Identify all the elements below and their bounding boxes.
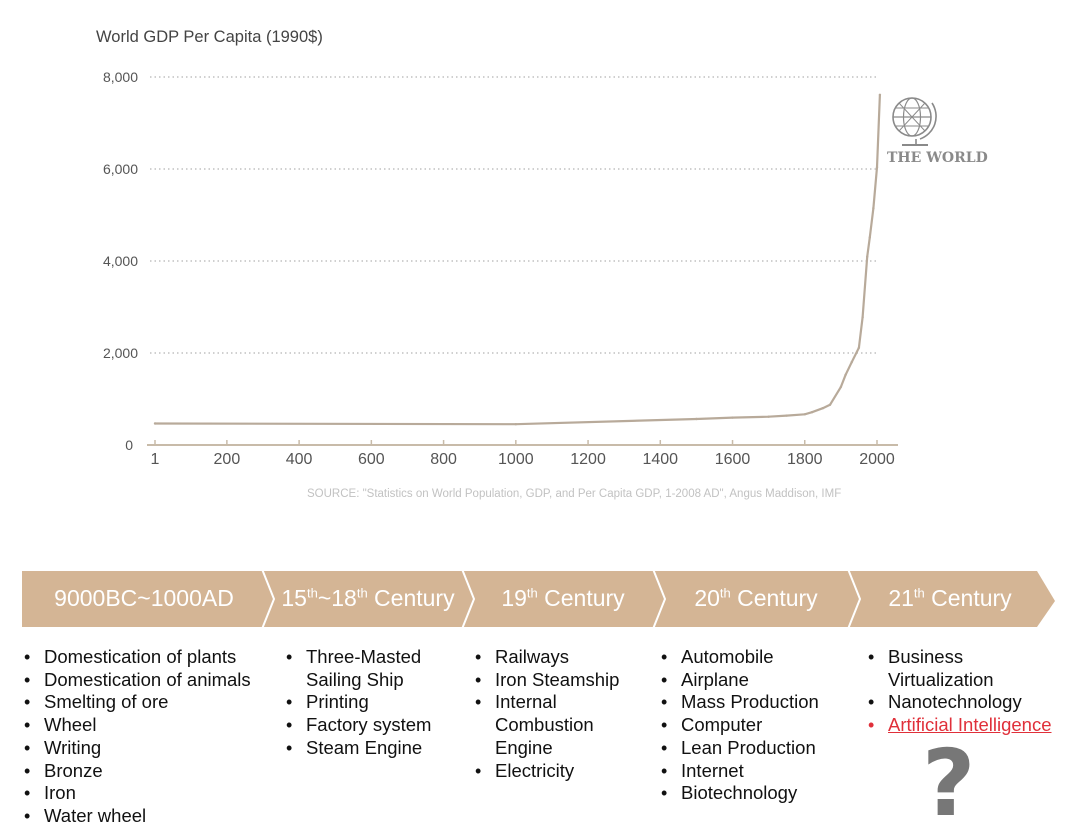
list-item: Domestication of plants: [22, 646, 251, 669]
list-item: Steam Engine: [284, 737, 431, 760]
data-point: [850, 361, 853, 364]
data-point: [153, 422, 157, 425]
list-item: Airplane: [659, 669, 819, 692]
data-point: [872, 206, 875, 210]
the-world-label: THE WORLD: [887, 150, 988, 166]
list-item: Writing: [22, 737, 251, 760]
data-point: [844, 373, 847, 376]
data-point: [861, 316, 864, 319]
era-ancient: 9000BC~1000AD: [54, 585, 234, 611]
x-tick-label: 800: [430, 451, 457, 468]
x-tick-label: 1400: [642, 451, 678, 468]
list-item: Electricity: [473, 760, 619, 783]
era-separator-chevron: [652, 568, 667, 630]
list-item: Wheel: [22, 714, 251, 737]
data-point: [839, 385, 843, 389]
source-note: SOURCE: "Statistics on World Population,…: [307, 488, 841, 500]
list-item: Mass Production: [659, 691, 819, 714]
list-item: Internet: [659, 760, 819, 783]
x-tick-label: 1200: [570, 451, 606, 468]
data-point: [803, 413, 806, 416]
x-axis: 1 200 400 600 800 1000 1200 1400 1600 1800 2000: [147, 440, 898, 468]
y-tick-label: 4,000: [103, 253, 138, 269]
artificial-intelligence-item[interactable]: Artificial Intelligence: [866, 714, 1052, 737]
list-item: Computer: [659, 714, 819, 737]
list-item: Lean Production: [659, 737, 819, 760]
era-20th-century: 20th Century: [694, 585, 818, 611]
x-tick-label: 1000: [498, 451, 534, 468]
x-tick-label: 1600: [715, 451, 751, 468]
era-separator-chevron: [261, 568, 276, 630]
chart-title: World GDP Per Capita (1990$): [96, 28, 323, 46]
x-tick-label: 600: [358, 451, 385, 468]
x-tick-label: 2000: [859, 451, 895, 468]
list-item: Biotechnology: [659, 782, 819, 805]
x-tick-label: 1800: [787, 451, 823, 468]
era-15-18-century: 15th~18th Century: [281, 585, 455, 611]
list-item: Smelting of ore: [22, 691, 251, 714]
timeline-arrow-band: [22, 568, 1055, 630]
list-item: Printing: [284, 691, 431, 714]
data-point: [810, 411, 814, 414]
era-separator-chevron: [461, 568, 476, 630]
data-point: [828, 403, 832, 406]
list-item: Nanotechnology: [866, 691, 1052, 714]
y-tick-label: 2,000: [103, 345, 138, 361]
y-tick-label: 6,000: [103, 161, 138, 177]
data-point: [857, 346, 861, 349]
list-item: Bronze: [22, 760, 251, 783]
19th-century-inventions-list: Railways Iron Steamship InternalCombusti…: [473, 646, 619, 782]
y-axis-grid: 0 2,000 4,000 6,000 8,000: [103, 69, 877, 453]
era-headers: 9000BC~1000AD 15th~18th Century 19th Cen…: [0, 565, 1080, 631]
globe-icon: [892, 97, 937, 146]
gdp-series-line: [154, 94, 881, 426]
question-mark-icon: ?: [922, 730, 976, 837]
data-point: [821, 407, 824, 410]
list-item: Iron Steamship: [473, 669, 619, 692]
data-point: [875, 166, 879, 169]
data-point: [878, 93, 882, 97]
ancient-inventions-list: Domestication of plants Domestication of…: [22, 646, 251, 828]
list-item: Factory system: [284, 714, 431, 737]
x-tick-label: 200: [214, 451, 241, 468]
x-tick-label: 1: [151, 451, 160, 468]
x-tick-label: 400: [286, 451, 313, 468]
data-point: [731, 416, 734, 419]
20th-century-inventions-list: Automobile Airplane Mass Production Comp…: [659, 646, 819, 805]
data-point: [695, 417, 698, 421]
y-tick-label: 0: [125, 437, 133, 453]
list-item: Water wheel: [22, 805, 251, 828]
list-item: Iron: [22, 782, 251, 805]
list-item: Automobile: [659, 646, 819, 669]
list-item: Railways: [473, 646, 619, 669]
era-19th-century: 19th Century: [501, 585, 625, 611]
data-point: [785, 414, 788, 417]
era-separator-chevron: [847, 568, 862, 630]
series-layer: [153, 93, 882, 426]
gdp-chart: World GDP Per Capita (1990$) 0 2,000 4,000…: [96, 28, 988, 500]
data-point: [866, 255, 869, 258]
era-21st-century: 21th Century: [888, 585, 1012, 611]
y-tick-label: 8,000: [103, 69, 138, 85]
data-point: [767, 415, 770, 418]
data-point: [514, 423, 517, 426]
list-item: Domestication of animals: [22, 669, 251, 692]
data-point: [868, 236, 871, 239]
